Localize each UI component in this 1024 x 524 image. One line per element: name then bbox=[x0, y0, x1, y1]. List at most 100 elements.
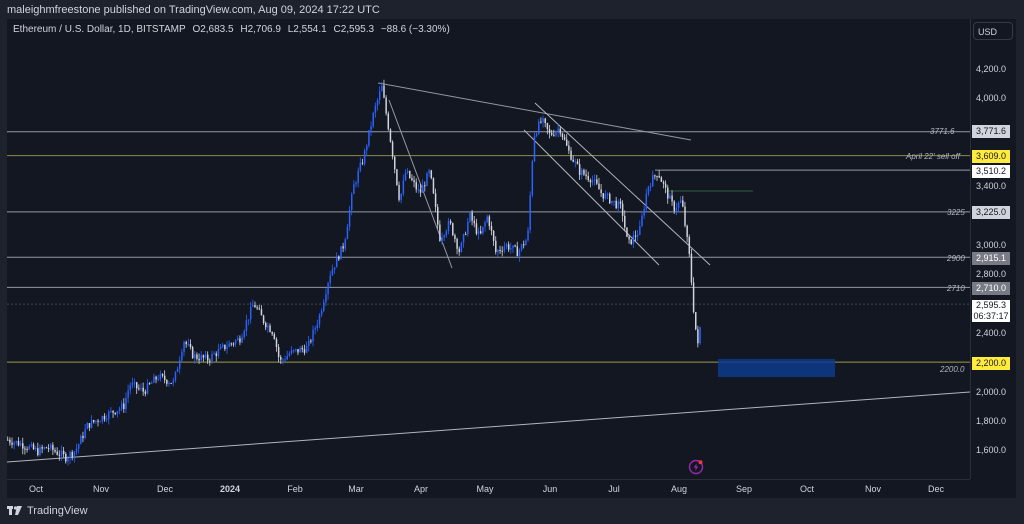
candle-body bbox=[542, 118, 544, 122]
ohlc-high: H2,706.9 bbox=[240, 24, 281, 35]
candle-body bbox=[546, 123, 549, 130]
candle-body bbox=[254, 305, 256, 308]
candle-body bbox=[359, 162, 362, 171]
candle-body bbox=[467, 221, 469, 235]
candle-body bbox=[138, 388, 140, 390]
candle-body bbox=[275, 339, 278, 347]
candle-body bbox=[151, 382, 153, 384]
candle-body bbox=[196, 354, 198, 359]
candle-body bbox=[679, 200, 682, 203]
candle-body bbox=[110, 410, 112, 412]
candle-body bbox=[312, 329, 314, 342]
candle-body bbox=[454, 235, 456, 240]
candle-body bbox=[209, 360, 211, 362]
price-label-3225: 3,225.0 bbox=[972, 206, 1010, 219]
candle-body bbox=[56, 451, 58, 455]
candle-body bbox=[39, 447, 41, 456]
candle-body bbox=[434, 193, 437, 208]
candle-body bbox=[460, 242, 463, 252]
candle-body bbox=[288, 353, 291, 356]
candle-body bbox=[101, 415, 104, 422]
candle-body bbox=[273, 334, 276, 340]
candle-body bbox=[17, 441, 20, 446]
candle-body bbox=[77, 444, 80, 449]
candle-body bbox=[372, 112, 374, 127]
candle-body bbox=[157, 379, 159, 381]
candle-body bbox=[404, 172, 407, 181]
candle-body bbox=[256, 307, 258, 309]
candle-body bbox=[206, 354, 209, 361]
candle-body bbox=[611, 200, 613, 204]
candle-body bbox=[671, 195, 673, 202]
candle-body bbox=[660, 177, 663, 182]
brand-label: TradingView bbox=[27, 505, 88, 517]
candle-body bbox=[247, 319, 250, 321]
candle-body bbox=[452, 223, 454, 236]
candle-body bbox=[65, 453, 67, 462]
tradingview-brand: TradingView bbox=[7, 505, 88, 517]
candle-body bbox=[649, 186, 652, 188]
candle-body bbox=[443, 235, 445, 238]
candle-body bbox=[391, 141, 394, 157]
time-tick: 2024 bbox=[219, 484, 241, 494]
candle-body bbox=[561, 133, 564, 138]
candle-body bbox=[131, 382, 134, 386]
line-label-3225: 3225 bbox=[947, 208, 965, 217]
candle-body bbox=[73, 451, 76, 457]
candle-body bbox=[563, 137, 566, 140]
symbol-name: Ethereum / U.S. Dollar, 1D, BITSTAMP bbox=[13, 24, 186, 35]
chart-pane[interactable] bbox=[7, 19, 1016, 498]
price-axis[interactable] bbox=[970, 19, 1017, 479]
candle-body bbox=[531, 161, 534, 196]
candle-body bbox=[123, 403, 125, 410]
candle-body bbox=[368, 130, 370, 146]
candle-body bbox=[7, 439, 9, 441]
lightning-alert-icon[interactable] bbox=[688, 459, 704, 475]
candle-body bbox=[559, 128, 562, 134]
candle-body bbox=[30, 444, 33, 447]
price-label-2200: 2,200.0 bbox=[972, 357, 1010, 370]
candle-body bbox=[626, 227, 628, 237]
price-label-3609: 3,609.0 bbox=[972, 150, 1010, 163]
candle-body bbox=[684, 206, 686, 226]
time-tick: Nov bbox=[92, 484, 110, 494]
candle-body bbox=[99, 421, 101, 423]
currency-button[interactable]: USD bbox=[973, 22, 1013, 40]
candle-body bbox=[535, 133, 538, 136]
candle-body bbox=[146, 383, 149, 394]
time-axis[interactable] bbox=[7, 479, 970, 499]
price-label-3771: 3,771.6 bbox=[972, 125, 1010, 138]
candle-body bbox=[93, 420, 95, 422]
candle-body bbox=[557, 128, 559, 132]
candle-body bbox=[13, 442, 15, 445]
candle-body bbox=[176, 368, 179, 372]
price-chart[interactable] bbox=[7, 19, 970, 479]
candle-body bbox=[282, 359, 284, 361]
candle-body bbox=[211, 353, 213, 361]
time-tick: Jul bbox=[608, 484, 620, 494]
candle-body bbox=[361, 162, 364, 164]
candle-body bbox=[469, 212, 471, 222]
candle-body bbox=[510, 248, 512, 250]
candle-body bbox=[406, 170, 409, 173]
price-tick: 1,600.0 bbox=[976, 445, 1007, 455]
price-tick: 2,800.0 bbox=[976, 269, 1007, 279]
candle-body bbox=[129, 385, 132, 391]
candle-body bbox=[439, 224, 441, 241]
candle-body bbox=[602, 193, 605, 199]
candle-body bbox=[299, 347, 301, 353]
candle-body bbox=[507, 244, 510, 250]
candle-body bbox=[411, 178, 413, 181]
candle-body bbox=[237, 338, 239, 341]
publisher-line: maleighmfreestone published on TradingVi… bbox=[7, 4, 380, 16]
candle-body bbox=[43, 447, 46, 449]
candle-body bbox=[284, 359, 286, 361]
candle-body bbox=[413, 180, 415, 183]
symbol-legend: Ethereum / U.S. Dollar, 1D, BITSTAMP O2,… bbox=[13, 24, 454, 35]
last-price-label: 2,595.3 bbox=[972, 300, 1010, 311]
line-label-2900: 2900 bbox=[947, 254, 965, 263]
candle-body bbox=[234, 340, 237, 344]
candle-body bbox=[11, 442, 13, 445]
candle-body bbox=[613, 200, 615, 202]
candle-body bbox=[191, 347, 194, 359]
